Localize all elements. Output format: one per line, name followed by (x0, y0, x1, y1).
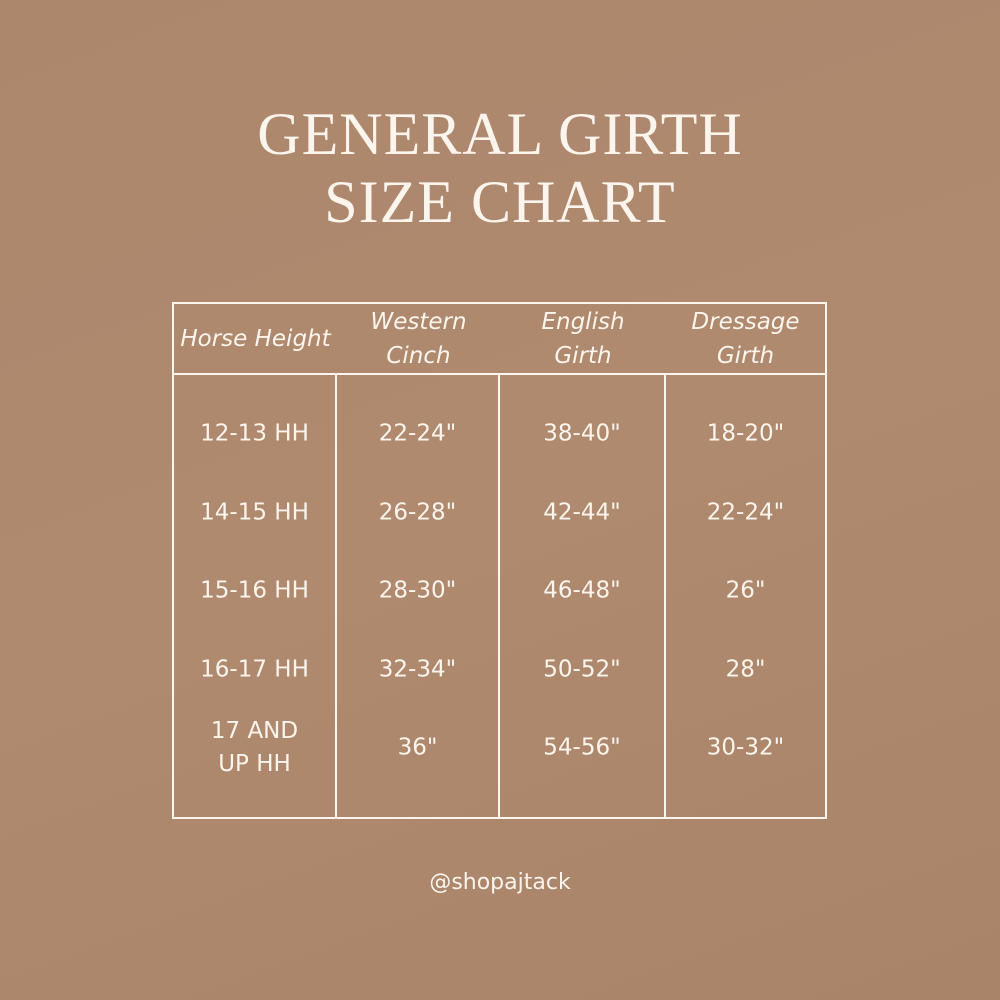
table-cell: 26" (666, 575, 825, 608)
table-cell: 16-17 HH (174, 654, 335, 687)
cell-text: 36" (397, 734, 438, 761)
cell-text: 16-17 HH (200, 656, 309, 683)
cell-text: 30-32" (706, 734, 785, 761)
cell-text: 12-13 HH (200, 420, 309, 447)
cell-text: 17 AND (210, 718, 299, 744)
table-column: 12-13 HH 14-15 HH 15-16 HH 16-17 HH 17 AND UP… (174, 375, 337, 817)
header-text: Dressage (691, 308, 800, 335)
header-text: English (541, 308, 625, 335)
header-text: Horse Height (180, 325, 331, 352)
column-header: English Girth (500, 304, 666, 373)
table-cell: 26-28" (337, 497, 498, 530)
table-column: 38-40" 42-44" 46-48" 50-52" 54-56" (500, 375, 666, 817)
social-handle: @shopajtack (429, 870, 571, 895)
column-header: Dressage Girth (666, 304, 825, 373)
size-table: Horse Height Western Cinch English Girth Dres… (172, 302, 827, 819)
cell-text: 28-30" (378, 577, 457, 604)
column-header: Horse Height (174, 304, 337, 373)
title-line-2: SIZE CHART (324, 169, 676, 235)
table-cell: 46-48" (500, 575, 664, 608)
table-cell: 30-32" (666, 732, 825, 765)
table-cell: 14-15 HH (174, 497, 335, 530)
cell-text: 38-40" (543, 420, 621, 447)
table-cell: 22-24" (337, 418, 498, 451)
table-cell: 18-20" (666, 418, 825, 451)
table-cell: 15-16 HH (174, 575, 335, 608)
cell-text: 22-24" (378, 420, 457, 447)
table-body: 12-13 HH 14-15 HH 15-16 HH 16-17 HH 17 AND UP… (174, 375, 825, 817)
cell-text: UP HH (218, 751, 291, 777)
column-header: Western Cinch (337, 304, 500, 373)
table-column: 18-20" 22-24" 26" 28" 30-32" (666, 375, 825, 817)
cell-text: 50-52" (543, 656, 621, 683)
header-text: Girth (716, 342, 775, 369)
title-line-1: GENERAL GIRTH (257, 101, 743, 167)
table-cell: 28-30" (337, 575, 498, 608)
page-title: GENERAL GIRTH SIZE CHART (0, 100, 1000, 236)
table-cell: 22-24" (666, 497, 825, 530)
cell-text: 26-28" (378, 499, 457, 526)
cell-text: 14-15 HH (200, 499, 309, 526)
cell-text: 28" (725, 656, 766, 683)
header-text: Western (370, 308, 467, 335)
cell-text: 46-48" (543, 577, 621, 604)
table-header: Horse Height Western Cinch English Girth Dres… (174, 304, 825, 375)
cell-text: 54-56" (543, 734, 621, 761)
cell-text: 32-34" (378, 656, 457, 683)
header-text: Girth (554, 342, 612, 369)
cell-text: 15-16 HH (200, 577, 309, 604)
table-cell: 36" (337, 732, 498, 765)
cell-text: 42-44" (543, 499, 621, 526)
header-text: Cinch (386, 342, 451, 369)
cell-text: 18-20" (706, 420, 785, 447)
table-cell: 17 AND UP HH (174, 715, 335, 781)
table-column: 22-24" 26-28" 28-30" 32-34" 36" (337, 375, 500, 817)
table-cell: 12-13 HH (174, 418, 335, 451)
table-cell: 32-34" (337, 654, 498, 687)
table-cell: 50-52" (500, 654, 664, 687)
cell-text: 26" (725, 577, 766, 604)
table-cell: 42-44" (500, 497, 664, 530)
cell-text: 22-24" (706, 499, 785, 526)
table-cell: 28" (666, 654, 825, 687)
table-cell: 54-56" (500, 732, 664, 765)
table-cell: 38-40" (500, 418, 664, 451)
